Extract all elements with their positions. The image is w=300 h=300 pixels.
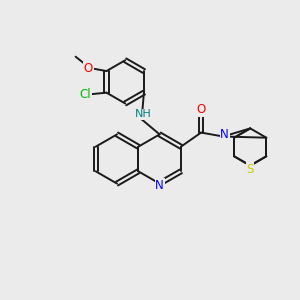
Text: Cl: Cl [80, 88, 91, 101]
Text: N: N [155, 178, 164, 192]
Text: NH: NH [135, 109, 152, 119]
Text: S: S [247, 163, 254, 176]
Text: O: O [84, 61, 93, 75]
Text: N: N [220, 128, 229, 142]
Text: O: O [196, 103, 206, 116]
